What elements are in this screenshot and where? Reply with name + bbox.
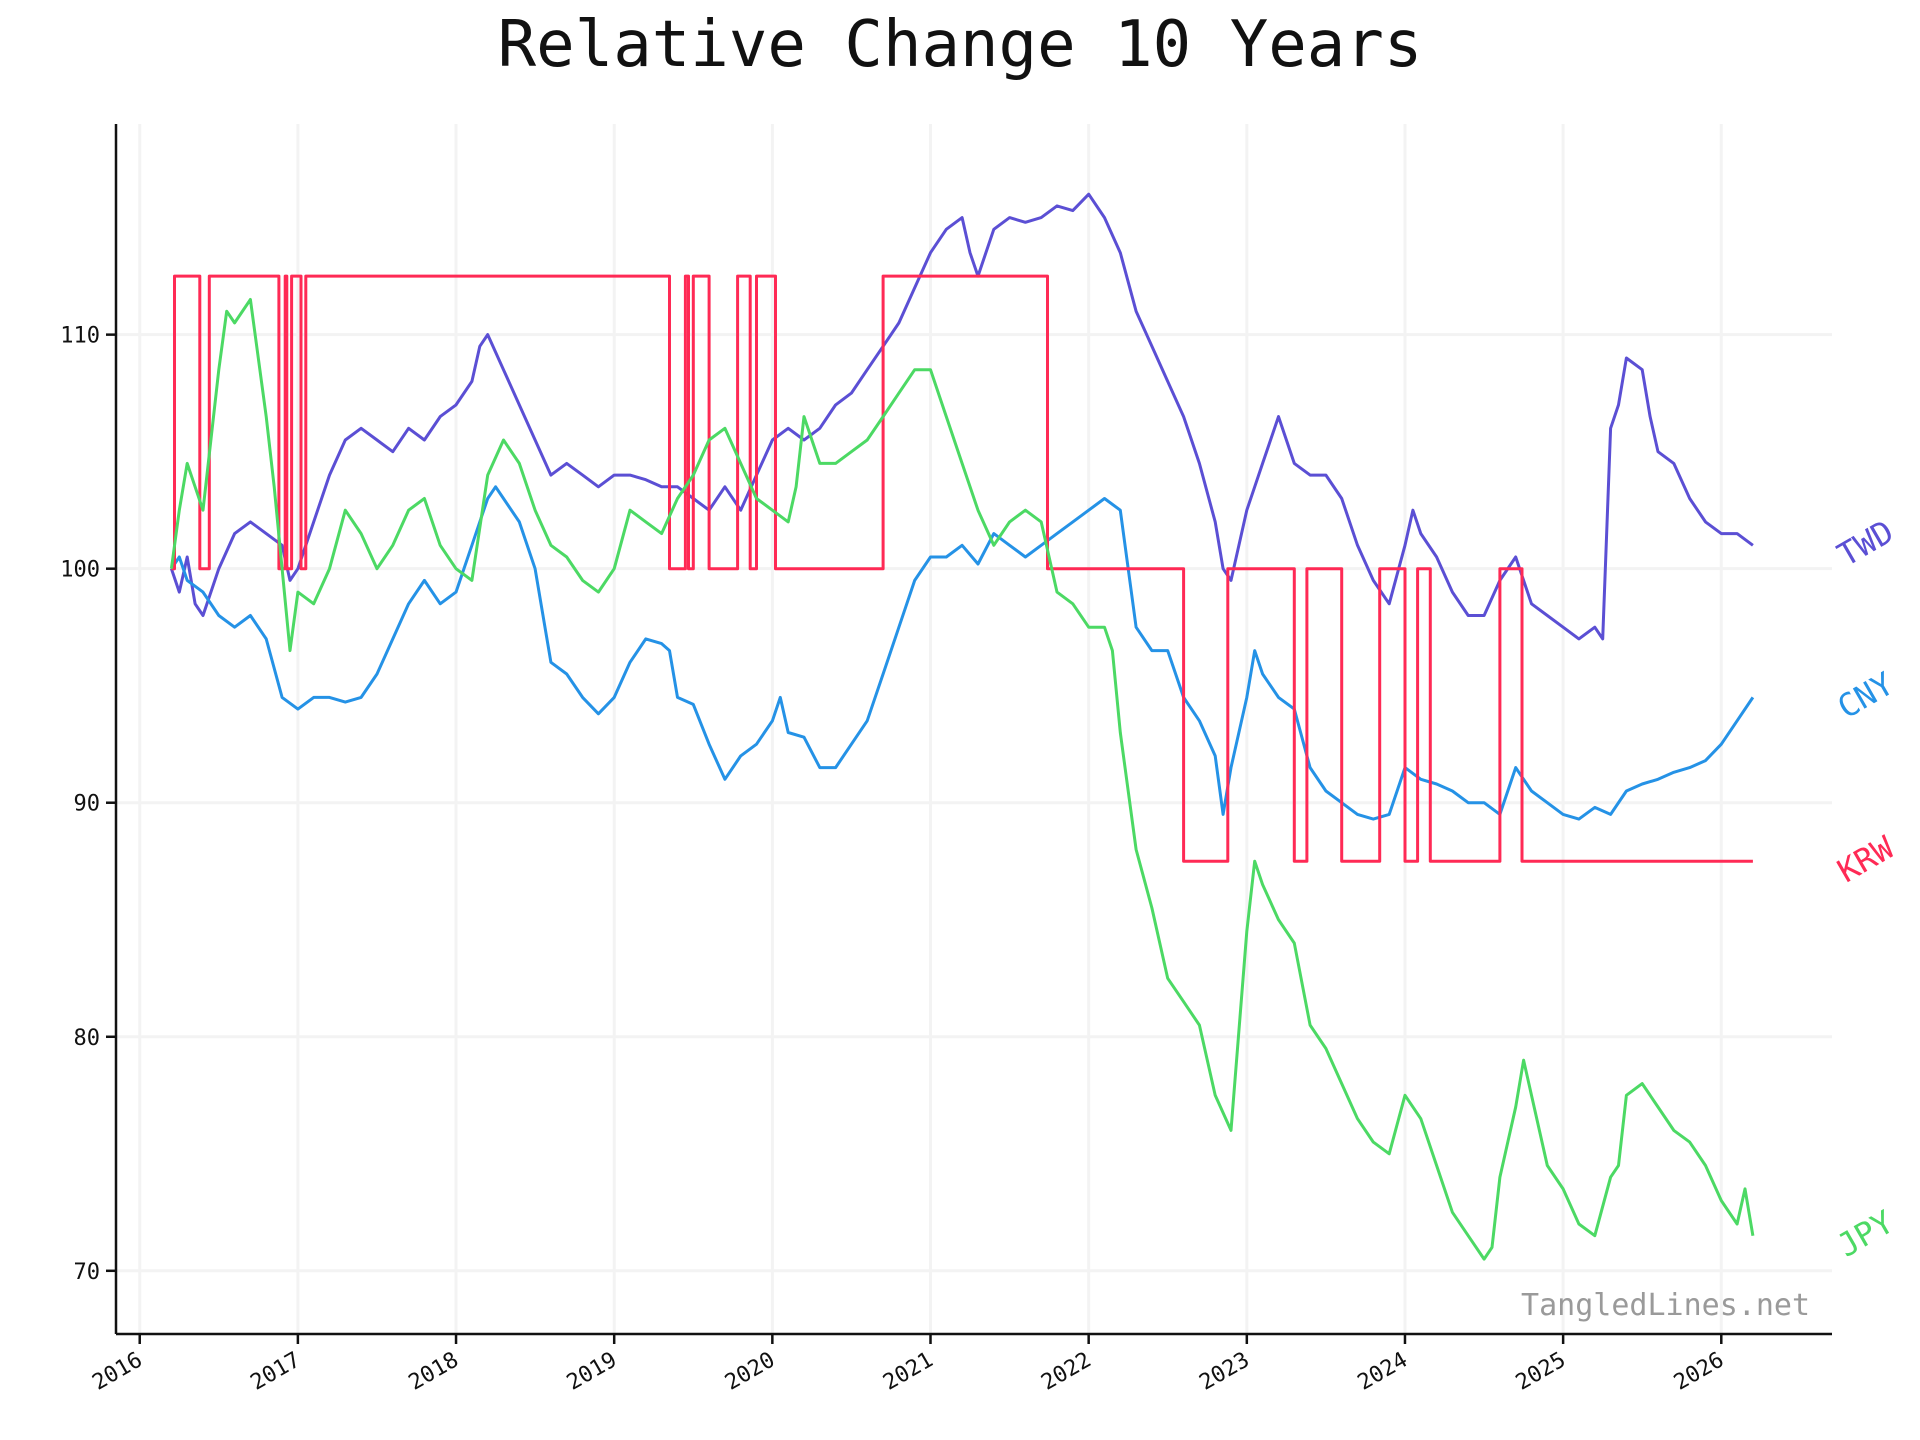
series-labels: TWD CNY KRW JPY xyxy=(1831,512,1901,1264)
x-tick-label: 2022 xyxy=(1037,1348,1095,1396)
y-tick-label: 90 xyxy=(74,792,101,817)
series-label-krw: KRW xyxy=(1831,828,1901,890)
series-line-krw xyxy=(171,274,1753,863)
y-tick-label: 110 xyxy=(60,324,100,349)
x-tick-label: 2025 xyxy=(1512,1348,1570,1396)
x-tick-label: 2021 xyxy=(879,1348,937,1396)
series-line-jpy xyxy=(169,298,1755,1261)
chart-title: Relative Change 10 Years xyxy=(498,8,1423,82)
x-tick-label: 2016 xyxy=(88,1348,146,1396)
series-line-twd xyxy=(169,192,1754,641)
x-tick-label: 2023 xyxy=(1195,1348,1253,1396)
series-lines xyxy=(169,192,1755,1261)
y-tick-label: 80 xyxy=(74,1026,101,1051)
x-tick-label: 2018 xyxy=(405,1348,463,1396)
x-tick-label: 2017 xyxy=(246,1348,304,1396)
y-tick-label: 100 xyxy=(60,558,100,583)
series-label-twd: TWD xyxy=(1831,512,1900,574)
y-tick-label: 70 xyxy=(74,1260,101,1285)
x-tick-label: 2026 xyxy=(1670,1348,1728,1396)
axes: 2016 2017 2018 2019 2020 2021 2022 2023 2024 2025… xyxy=(60,124,1832,1396)
x-tick-label: 2024 xyxy=(1354,1348,1412,1396)
series-label-jpy: JPY xyxy=(1831,1203,1900,1265)
series-label-cny: CNY xyxy=(1831,665,1900,727)
grid xyxy=(116,124,1832,1334)
watermark: TangledLines.net xyxy=(1521,1288,1810,1323)
x-tick-label: 2019 xyxy=(563,1348,621,1396)
x-tick-label: 2020 xyxy=(721,1348,779,1396)
series-line-cny xyxy=(170,485,1755,821)
